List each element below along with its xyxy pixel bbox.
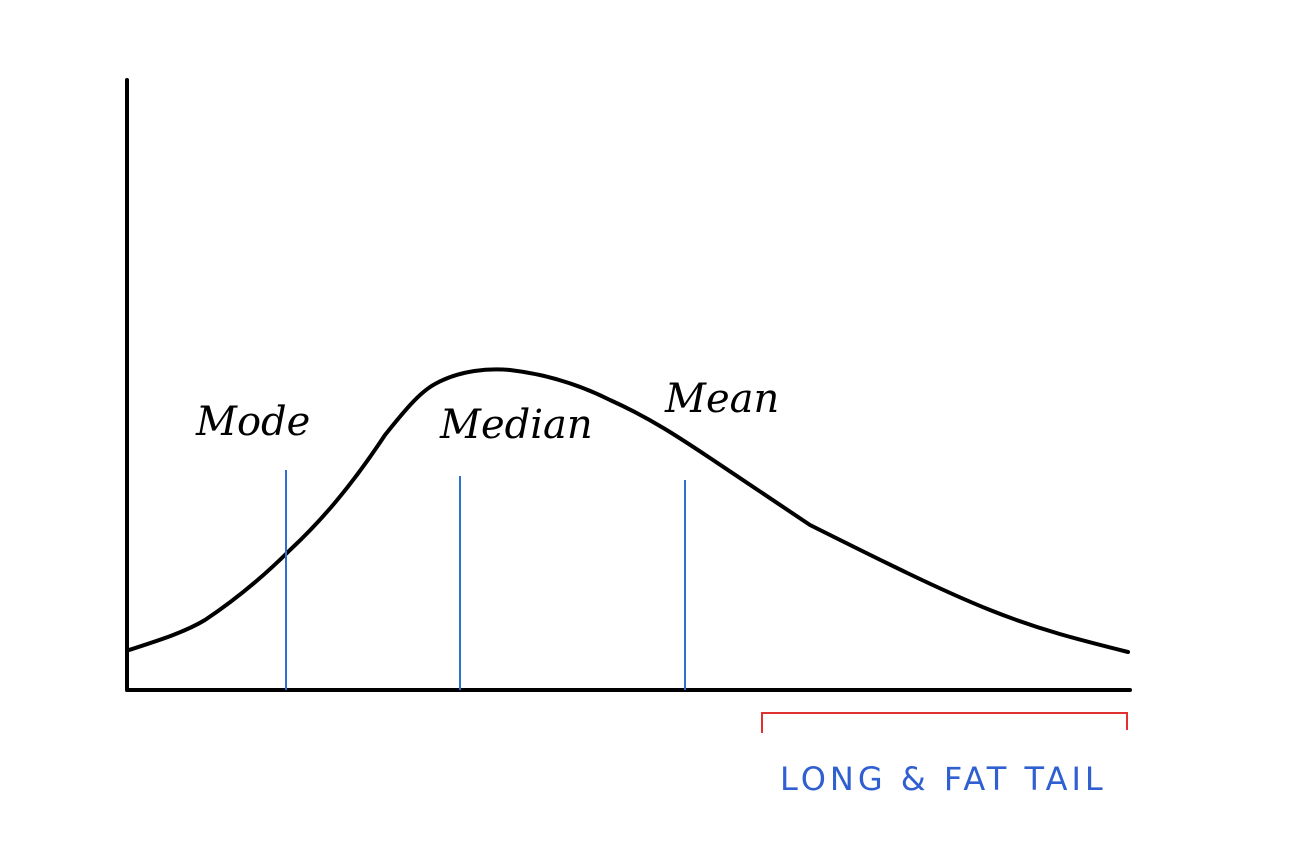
tail-bracket [761,712,1128,733]
mode-label: Mode [195,399,310,445]
mean-label: Mean [664,376,779,422]
tail-label: LONG & FAT TAIL [780,760,1107,798]
median-label: Median [439,402,593,448]
distribution-curve [127,367,1130,654]
